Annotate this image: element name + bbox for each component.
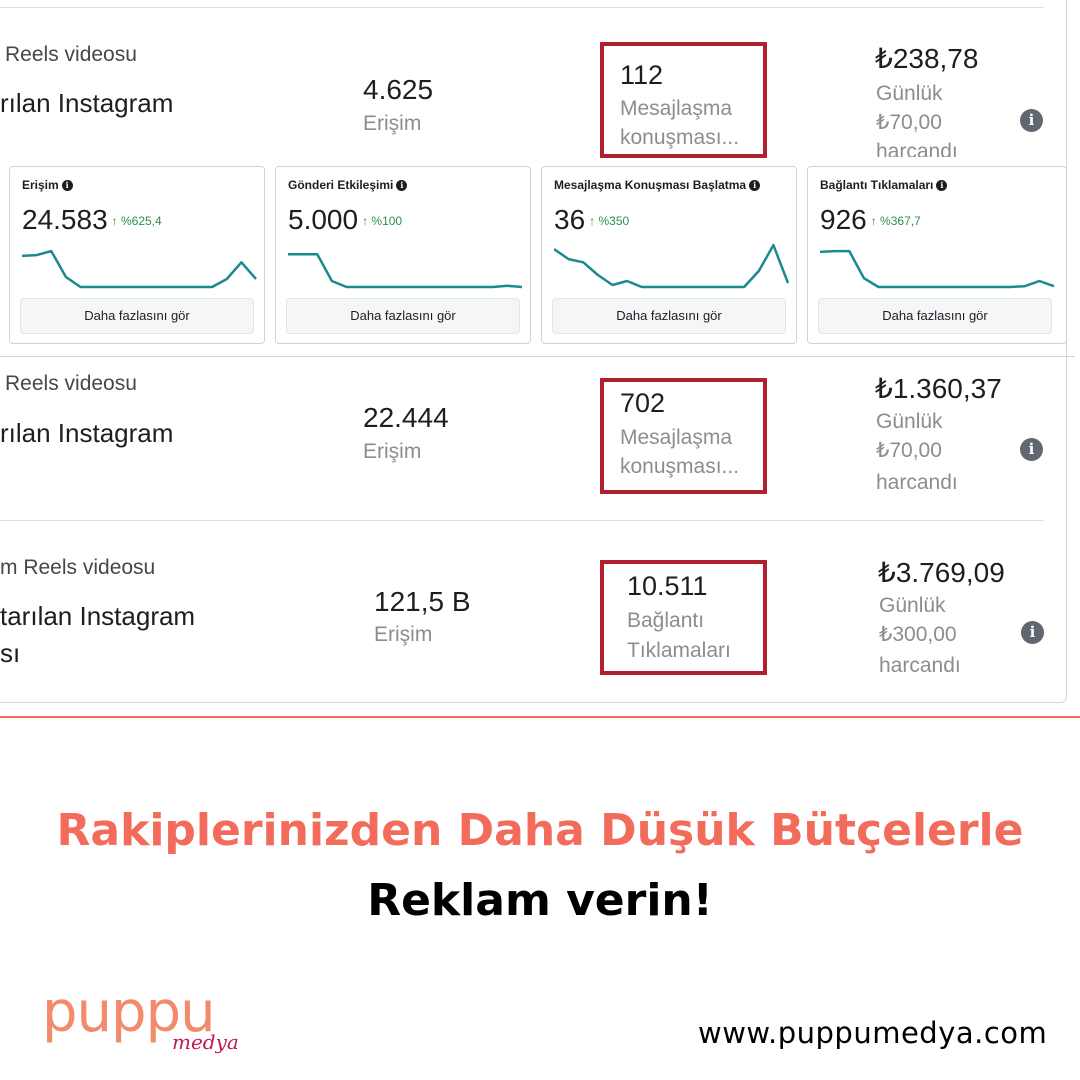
result-label-line2: Tıklamaları	[627, 639, 731, 662]
result-highlight-box	[600, 378, 767, 494]
ad-source-label: rılan Instagram	[0, 88, 174, 118]
change-indicator: ↑ %367,7	[870, 214, 921, 228]
daily-budget: ₺300,00	[879, 623, 957, 646]
budget-label: Günlük	[876, 410, 943, 433]
metric-card-messaging: Mesajlaşma Konuşması Başlatma i 36 ↑ %350 …	[541, 166, 797, 344]
brand-logo: puppu medya	[42, 980, 262, 1066]
ad-type-label: m Reels videosu	[0, 556, 156, 579]
change-indicator: ↑ %625,4	[111, 214, 162, 228]
budget-label: Günlük	[876, 82, 943, 105]
info-icon[interactable]: i	[1021, 621, 1044, 644]
daily-budget: ₺70,00	[876, 439, 942, 462]
result-highlight-box	[600, 560, 767, 675]
sparkline-chart	[554, 243, 790, 289]
metric-card-link-clicks: Bağlantı Tıklamaları i 926 ↑ %367,7 Daha f…	[807, 166, 1067, 344]
cost-value: ₺3.769,09	[878, 557, 1005, 588]
result-label-line1: Mesajlaşma	[620, 97, 733, 120]
see-more-button[interactable]: Daha fazlasını gör	[818, 298, 1052, 334]
result-label-line1: Bağlantı	[627, 609, 705, 632]
see-more-button[interactable]: Daha fazlasını gör	[552, 298, 786, 334]
card-title: Gönderi Etkileşimi i	[288, 178, 408, 192]
sparkline-line	[22, 249, 257, 289]
change-indicator: ↑ %350	[589, 214, 630, 228]
result-value: 702	[620, 388, 666, 418]
info-icon[interactable]: i	[1020, 109, 1043, 132]
result-label-line2: konuşması...	[620, 455, 740, 478]
card-value: 5.000 ↑ %100	[288, 204, 403, 235]
reach-value: 22.444	[363, 402, 449, 433]
sparkline-chart	[22, 249, 257, 289]
result-label-line2: konuşması...	[620, 126, 740, 149]
cards-divider	[0, 356, 1075, 357]
budget-label: Günlük	[879, 594, 946, 617]
brand-logo-subtext: medya	[172, 1030, 239, 1054]
ad-type-label: Reels videosu	[5, 372, 137, 395]
cost-value: ₺1.360,37	[875, 373, 1002, 404]
reach-label: Erişim	[363, 112, 422, 135]
sparkline-line	[820, 249, 1055, 289]
result-label-line1: Mesajlaşma	[620, 426, 733, 449]
metric-card-reach: Erişim i 24.583 ↑ %625,4 Daha fazlasını gö…	[9, 166, 265, 344]
info-icon[interactable]: i	[936, 180, 948, 191]
website-url[interactable]: www.puppumedya.com	[698, 1016, 1048, 1050]
result-value: 112	[620, 60, 664, 90]
card-title: Mesajlaşma Konuşması Başlatma i	[554, 178, 761, 192]
headline-secondary: Reklam verin!	[367, 875, 713, 926]
info-icon[interactable]: i	[1020, 438, 1043, 461]
top-divider	[0, 7, 1044, 8]
info-icon[interactable]: i	[61, 180, 73, 191]
reach-label: Erişim	[374, 623, 433, 646]
ad-source-label-line2: sı	[0, 638, 21, 668]
info-icon[interactable]: i	[396, 180, 408, 191]
brand-logo-text: puppu	[42, 980, 216, 1045]
spent-label: harcandı	[876, 471, 958, 494]
ad-type-label: Reels videosu	[5, 43, 137, 66]
brand-logo-wordmark: puppu	[42, 980, 216, 1045]
spent-label: harcandı	[879, 654, 961, 677]
card-value: 926 ↑ %367,7	[820, 204, 921, 235]
card-value: 36 ↑ %350	[554, 204, 630, 235]
sparkline-line	[554, 243, 790, 289]
reach-value: 121,5 B	[374, 586, 471, 617]
spent-label: harcandı	[876, 140, 958, 157]
cost-value: ₺238,78	[875, 43, 979, 74]
result-value: 10.511	[627, 571, 708, 601]
ad-source-label: tarılan Instagram	[0, 601, 196, 631]
see-more-button[interactable]: Daha fazlasını gör	[286, 298, 520, 334]
sparkline-chart	[820, 249, 1055, 289]
ads-report-panel	[0, 0, 1067, 703]
card-value: 24.583 ↑ %625,4	[22, 204, 162, 235]
headline-primary: Rakiplerinizden Daha Düşük Bütçelerle	[56, 805, 1024, 856]
reach-label: Erişim	[363, 440, 422, 463]
card-title: Bağlantı Tıklamaları i	[820, 178, 948, 192]
ad-source-label: rılan Instagram	[0, 418, 174, 448]
metric-card-engagement: Gönderi Etkileşimi i 5.000 ↑ %100 Daha faz…	[275, 166, 531, 344]
row-divider	[0, 520, 1044, 521]
daily-budget: ₺70,00	[876, 111, 942, 134]
card-title: Erişim i	[22, 178, 73, 192]
info-icon[interactable]: i	[749, 180, 761, 191]
sparkline-chart	[288, 253, 523, 289]
change-indicator: ↑ %100	[362, 214, 403, 228]
result-highlight-box	[600, 42, 767, 158]
accent-separator	[0, 716, 1080, 718]
sparkline-line	[288, 253, 523, 289]
see-more-button[interactable]: Daha fazlasını gör	[20, 298, 254, 334]
reach-value: 4.625	[363, 74, 434, 105]
